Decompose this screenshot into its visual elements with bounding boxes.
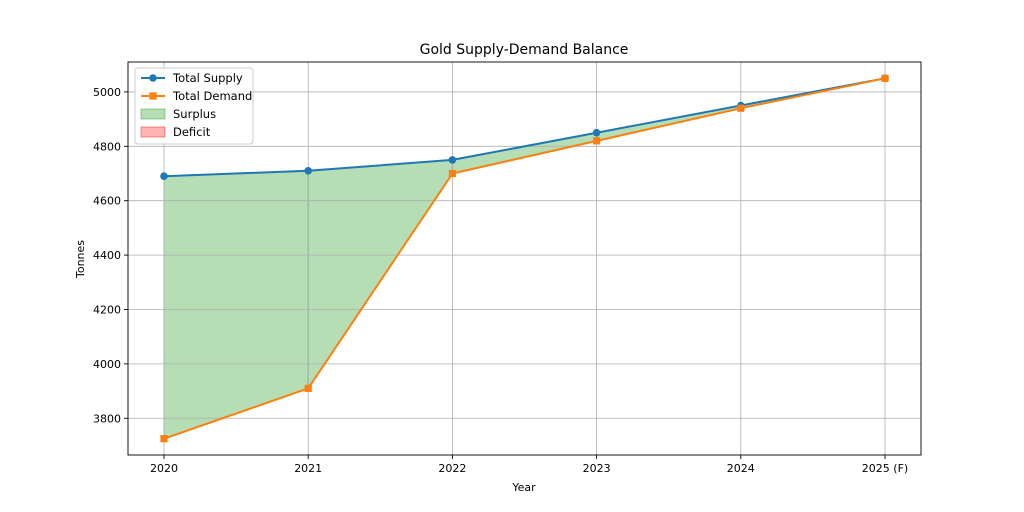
x-tick-label-3: 2023 <box>583 462 611 475</box>
legend-swatch-2 <box>140 108 166 120</box>
marker-1-1 <box>304 384 312 392</box>
y-tick-label-4: 4600 <box>93 195 121 208</box>
marker-0-3 <box>592 128 601 137</box>
x-tick-label-1: 2021 <box>294 462 322 475</box>
y-tick-label-3: 4400 <box>93 249 121 262</box>
legend-label-2: Surplus <box>173 107 216 121</box>
marker-1-5 <box>881 74 889 82</box>
chart-title: Gold Supply-Demand Balance <box>420 42 629 58</box>
legend: Total Supply Total Demand Surplus Deficit <box>134 67 254 145</box>
plot-background <box>128 62 921 455</box>
marker-1-2 <box>448 169 456 178</box>
y-tick-label-0: 3800 <box>93 412 121 425</box>
marker-1-4 <box>737 104 745 112</box>
legend-label-3: Deficit <box>173 125 211 139</box>
legend-swatch-3 <box>140 126 166 138</box>
x-axis-title: Year <box>511 481 536 494</box>
x-tick-label-4: 2024 <box>727 462 755 475</box>
axes-frame <box>127 61 922 456</box>
y-axis-title: Tonnes <box>74 240 87 279</box>
series-lines <box>163 77 886 440</box>
legend-box <box>134 67 254 145</box>
marker-0-2 <box>448 156 457 164</box>
marker-1-3 <box>593 137 601 145</box>
y-tick-label-6: 5000 <box>93 86 121 99</box>
y-tick-label-5: 4800 <box>93 140 121 153</box>
axes: 2020 2021 2022 2023 2024 2025 (F) 3800 4000 4200… <box>93 61 922 475</box>
legend-label-1: Total Demand <box>172 89 252 103</box>
legend-marker-1 <box>149 92 157 100</box>
legend-marker-0 <box>149 74 157 82</box>
y-tick-label-2: 4200 <box>93 303 121 316</box>
series-line-1 <box>163 77 886 440</box>
marker-0-1 <box>304 166 313 175</box>
series-line-0 <box>163 77 886 178</box>
x-tick-label-0: 2020 <box>150 462 178 475</box>
x-tick-label-2: 2022 <box>438 462 466 475</box>
marker-1-0 <box>160 435 168 443</box>
legend-label-0: Total Supply <box>172 71 243 85</box>
y-tick-label-1: 4000 <box>93 358 121 371</box>
series-markers <box>160 74 889 443</box>
x-tick-label-5: 2025 (F) <box>862 462 908 475</box>
marker-0-0 <box>160 172 168 181</box>
plot-area <box>128 62 921 455</box>
